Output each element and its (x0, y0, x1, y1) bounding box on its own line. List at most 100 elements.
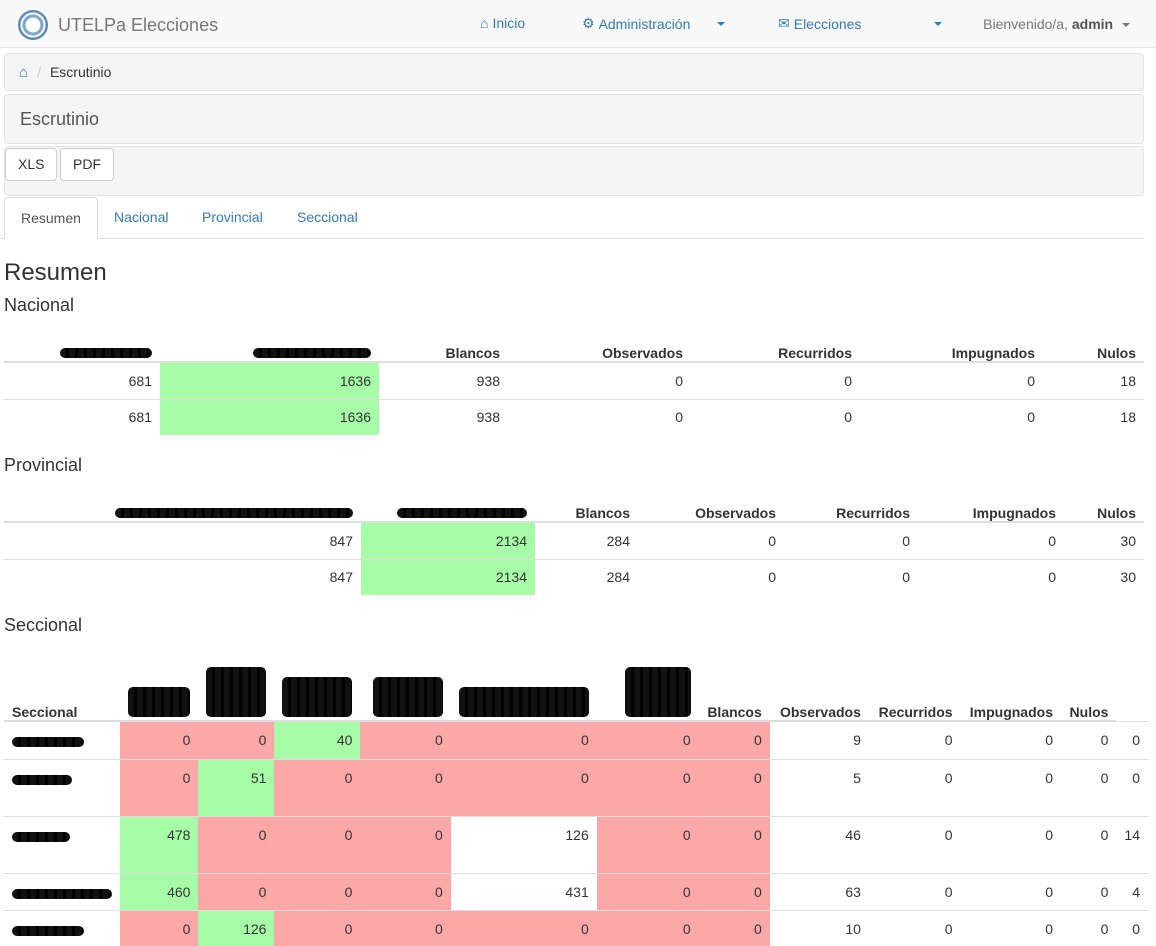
export-xls-button[interactable]: XLS (5, 148, 58, 181)
col-observados: Observados (638, 484, 784, 523)
breadcrumb-separator: / (37, 64, 41, 80)
cell: 0 (120, 909, 199, 946)
cell: 0 (274, 909, 361, 946)
brand[interactable]: UTELPa Elecciones (18, 10, 218, 40)
cell: 0 (1061, 758, 1117, 816)
tab-nacional[interactable]: Nacional (114, 209, 169, 225)
col-nulos: Nulos (1043, 324, 1144, 363)
tab-resumen[interactable]: Resumen (4, 197, 98, 240)
provincial-table: Blancos Observados Recurridos Impugnados… (4, 484, 1144, 595)
chevron-down-icon[interactable] (934, 22, 942, 26)
cell: 40 (274, 720, 361, 759)
cell: 681 (4, 361, 160, 399)
chevron-down-icon[interactable] (717, 22, 725, 26)
redacted-seccional-name (4, 909, 120, 946)
seccional-table: Seccional Blancos Observados Recurridos … (4, 646, 1148, 946)
cell: 0 (868, 720, 961, 759)
nav-administracion-label: Administración (598, 15, 691, 32)
table-row: 0 0 40 0 0 0 0 9 0 0 0 0 (4, 720, 1148, 759)
redacted-header (360, 646, 451, 722)
cell: 0 (698, 815, 770, 873)
cell: 1636 (160, 361, 379, 399)
chevron-down-icon (1122, 23, 1130, 28)
cell: 0 (698, 909, 770, 946)
export-pdf-button[interactable]: PDF (60, 148, 114, 181)
redacted-header (198, 646, 275, 722)
cell: 431 (450, 872, 597, 910)
nav-elecciones-label: Elecciones (793, 15, 862, 32)
cell: 0 (596, 909, 699, 946)
cell: 18 (1043, 398, 1144, 435)
cell: 0 (784, 558, 918, 595)
col-recurridos: Recurridos (784, 484, 918, 523)
cell: 126 (198, 909, 275, 946)
cell: 51 (198, 758, 275, 816)
table-row: 681 1636 938 0 0 0 18 (4, 361, 1144, 399)
table-row: 847 2134 284 0 0 0 30 (4, 521, 1144, 559)
provincial-heading: Provincial (4, 455, 83, 475)
cell: 0 (918, 558, 1064, 595)
cell: 460 (120, 872, 199, 910)
cell: 0 (1061, 872, 1117, 910)
col-observados: Observados (769, 646, 869, 722)
redacted-seccional-name (4, 758, 120, 816)
cell: 0 (1116, 909, 1148, 946)
col-impugnados: Impugnados (918, 484, 1064, 523)
cell: 0 (868, 758, 961, 816)
redacted-header (450, 646, 597, 722)
cell: 0 (120, 758, 199, 816)
home-icon[interactable]: ⌂ (19, 63, 29, 81)
username: admin (1071, 16, 1114, 32)
cell: 0 (1061, 815, 1117, 873)
cell: 0 (274, 758, 361, 816)
cell: 14 (1116, 815, 1148, 873)
nav-elecciones[interactable]: ✉ Elecciones (778, 15, 861, 32)
cell: 0 (360, 758, 451, 816)
tab-bar: Resumen Nacional Provincial Seccional (0, 197, 1144, 240)
breadcrumb: ⌂ / Escrutinio (4, 53, 1144, 91)
welcome-text: Bienvenido/a, (983, 16, 1068, 32)
table-row: 0 126 0 0 0 0 0 10 0 0 0 0 (4, 909, 1148, 946)
cell: 5 (769, 758, 869, 816)
cell: 0 (360, 815, 451, 873)
cell: 9 (769, 720, 869, 759)
col-nulos: Nulos (1064, 484, 1144, 523)
table-row: 0 51 0 0 0 0 0 5 0 0 0 0 (4, 758, 1148, 816)
nav-inicio[interactable]: ⌂ Inicio (480, 15, 525, 31)
cell: 0 (360, 909, 451, 946)
cell: 0 (868, 872, 961, 910)
cell: 126 (450, 815, 597, 873)
table-row: 681 1636 938 0 0 0 18 (4, 398, 1144, 435)
tab-provincial[interactable]: Provincial (202, 209, 263, 225)
cell: 0 (638, 558, 784, 595)
redacted-header (361, 484, 535, 523)
cell: 1636 (160, 398, 379, 435)
cell: 847 (4, 558, 361, 595)
cell: 0 (860, 398, 1043, 435)
nav-administracion[interactable]: ⚙ Administración (582, 15, 690, 32)
redacted-seccional-name (4, 815, 120, 873)
cell: 2134 (361, 521, 535, 559)
col-blancos: Blancos (698, 646, 770, 722)
col-impugnados: Impugnados (860, 324, 1043, 363)
cell: 30 (1064, 558, 1144, 595)
cell: 478 (120, 815, 199, 873)
table-row: 847 2134 284 0 0 0 30 (4, 558, 1144, 595)
cell: 0 (784, 521, 918, 559)
cell: 4 (1116, 872, 1148, 910)
redacted-header (160, 324, 379, 363)
cell: 0 (274, 815, 361, 873)
cell: 0 (450, 720, 597, 759)
tab-seccional[interactable]: Seccional (297, 209, 358, 225)
col-recurridos: Recurridos (868, 646, 961, 722)
redacted-header (4, 484, 361, 523)
nacional-table: Blancos Observados Recurridos Impugnados… (4, 324, 1144, 435)
user-menu[interactable]: Bienvenido/a, admin (983, 16, 1130, 32)
cell: 0 (691, 361, 860, 399)
home-icon: ⌂ (480, 15, 489, 31)
page-title-panel: Escrutinio (4, 94, 1144, 144)
cell: 0 (960, 815, 1061, 873)
page-title: Escrutinio (20, 108, 100, 129)
section-heading: Resumen (4, 259, 107, 286)
cell: 0 (198, 720, 275, 759)
